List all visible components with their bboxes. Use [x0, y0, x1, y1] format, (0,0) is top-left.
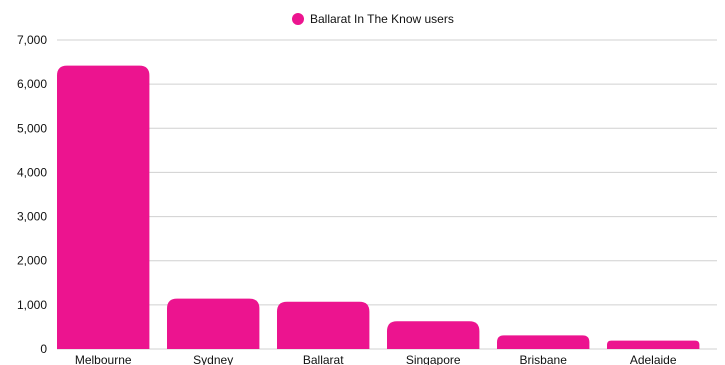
y-axis-tick-labels: 0 1,000 2,000 3,000 4,000 5,000 6,000 7,000	[17, 33, 47, 356]
bar-sydney	[167, 298, 260, 349]
legend: Ballarat In The Know users	[292, 12, 454, 26]
bar-melbourne	[57, 65, 150, 350]
bar-adelaide	[607, 340, 700, 349]
x-tick-label: Brisbane	[520, 353, 568, 365]
y-tick-label: 0	[40, 342, 47, 356]
x-tick-label: Sydney	[193, 353, 233, 365]
y-tick-label: 5,000	[17, 121, 47, 135]
legend-swatch	[292, 13, 304, 25]
x-tick-label: Singapore	[406, 353, 461, 365]
bar-singapore	[387, 321, 480, 349]
y-tick-label: 2,000	[17, 254, 47, 268]
x-tick-label: Melbourne	[75, 353, 132, 365]
bar-ballarat	[277, 301, 370, 349]
y-tick-label: 3,000	[17, 210, 47, 224]
x-tick-label: Ballarat	[303, 353, 344, 365]
bar-brisbane	[497, 335, 590, 349]
bars	[57, 65, 700, 350]
gridlines	[57, 39, 717, 350]
x-tick-label: Adelaide	[630, 353, 677, 365]
x-axis-tick-labels: Melbourne Sydney Ballarat Singapore Brisbane…	[75, 353, 677, 365]
y-tick-label: 4,000	[17, 165, 47, 179]
y-tick-label: 1,000	[17, 298, 47, 312]
y-tick-label: 7,000	[17, 33, 47, 47]
y-tick-label: 6,000	[17, 77, 47, 91]
legend-label: Ballarat In The Know users	[310, 12, 454, 26]
